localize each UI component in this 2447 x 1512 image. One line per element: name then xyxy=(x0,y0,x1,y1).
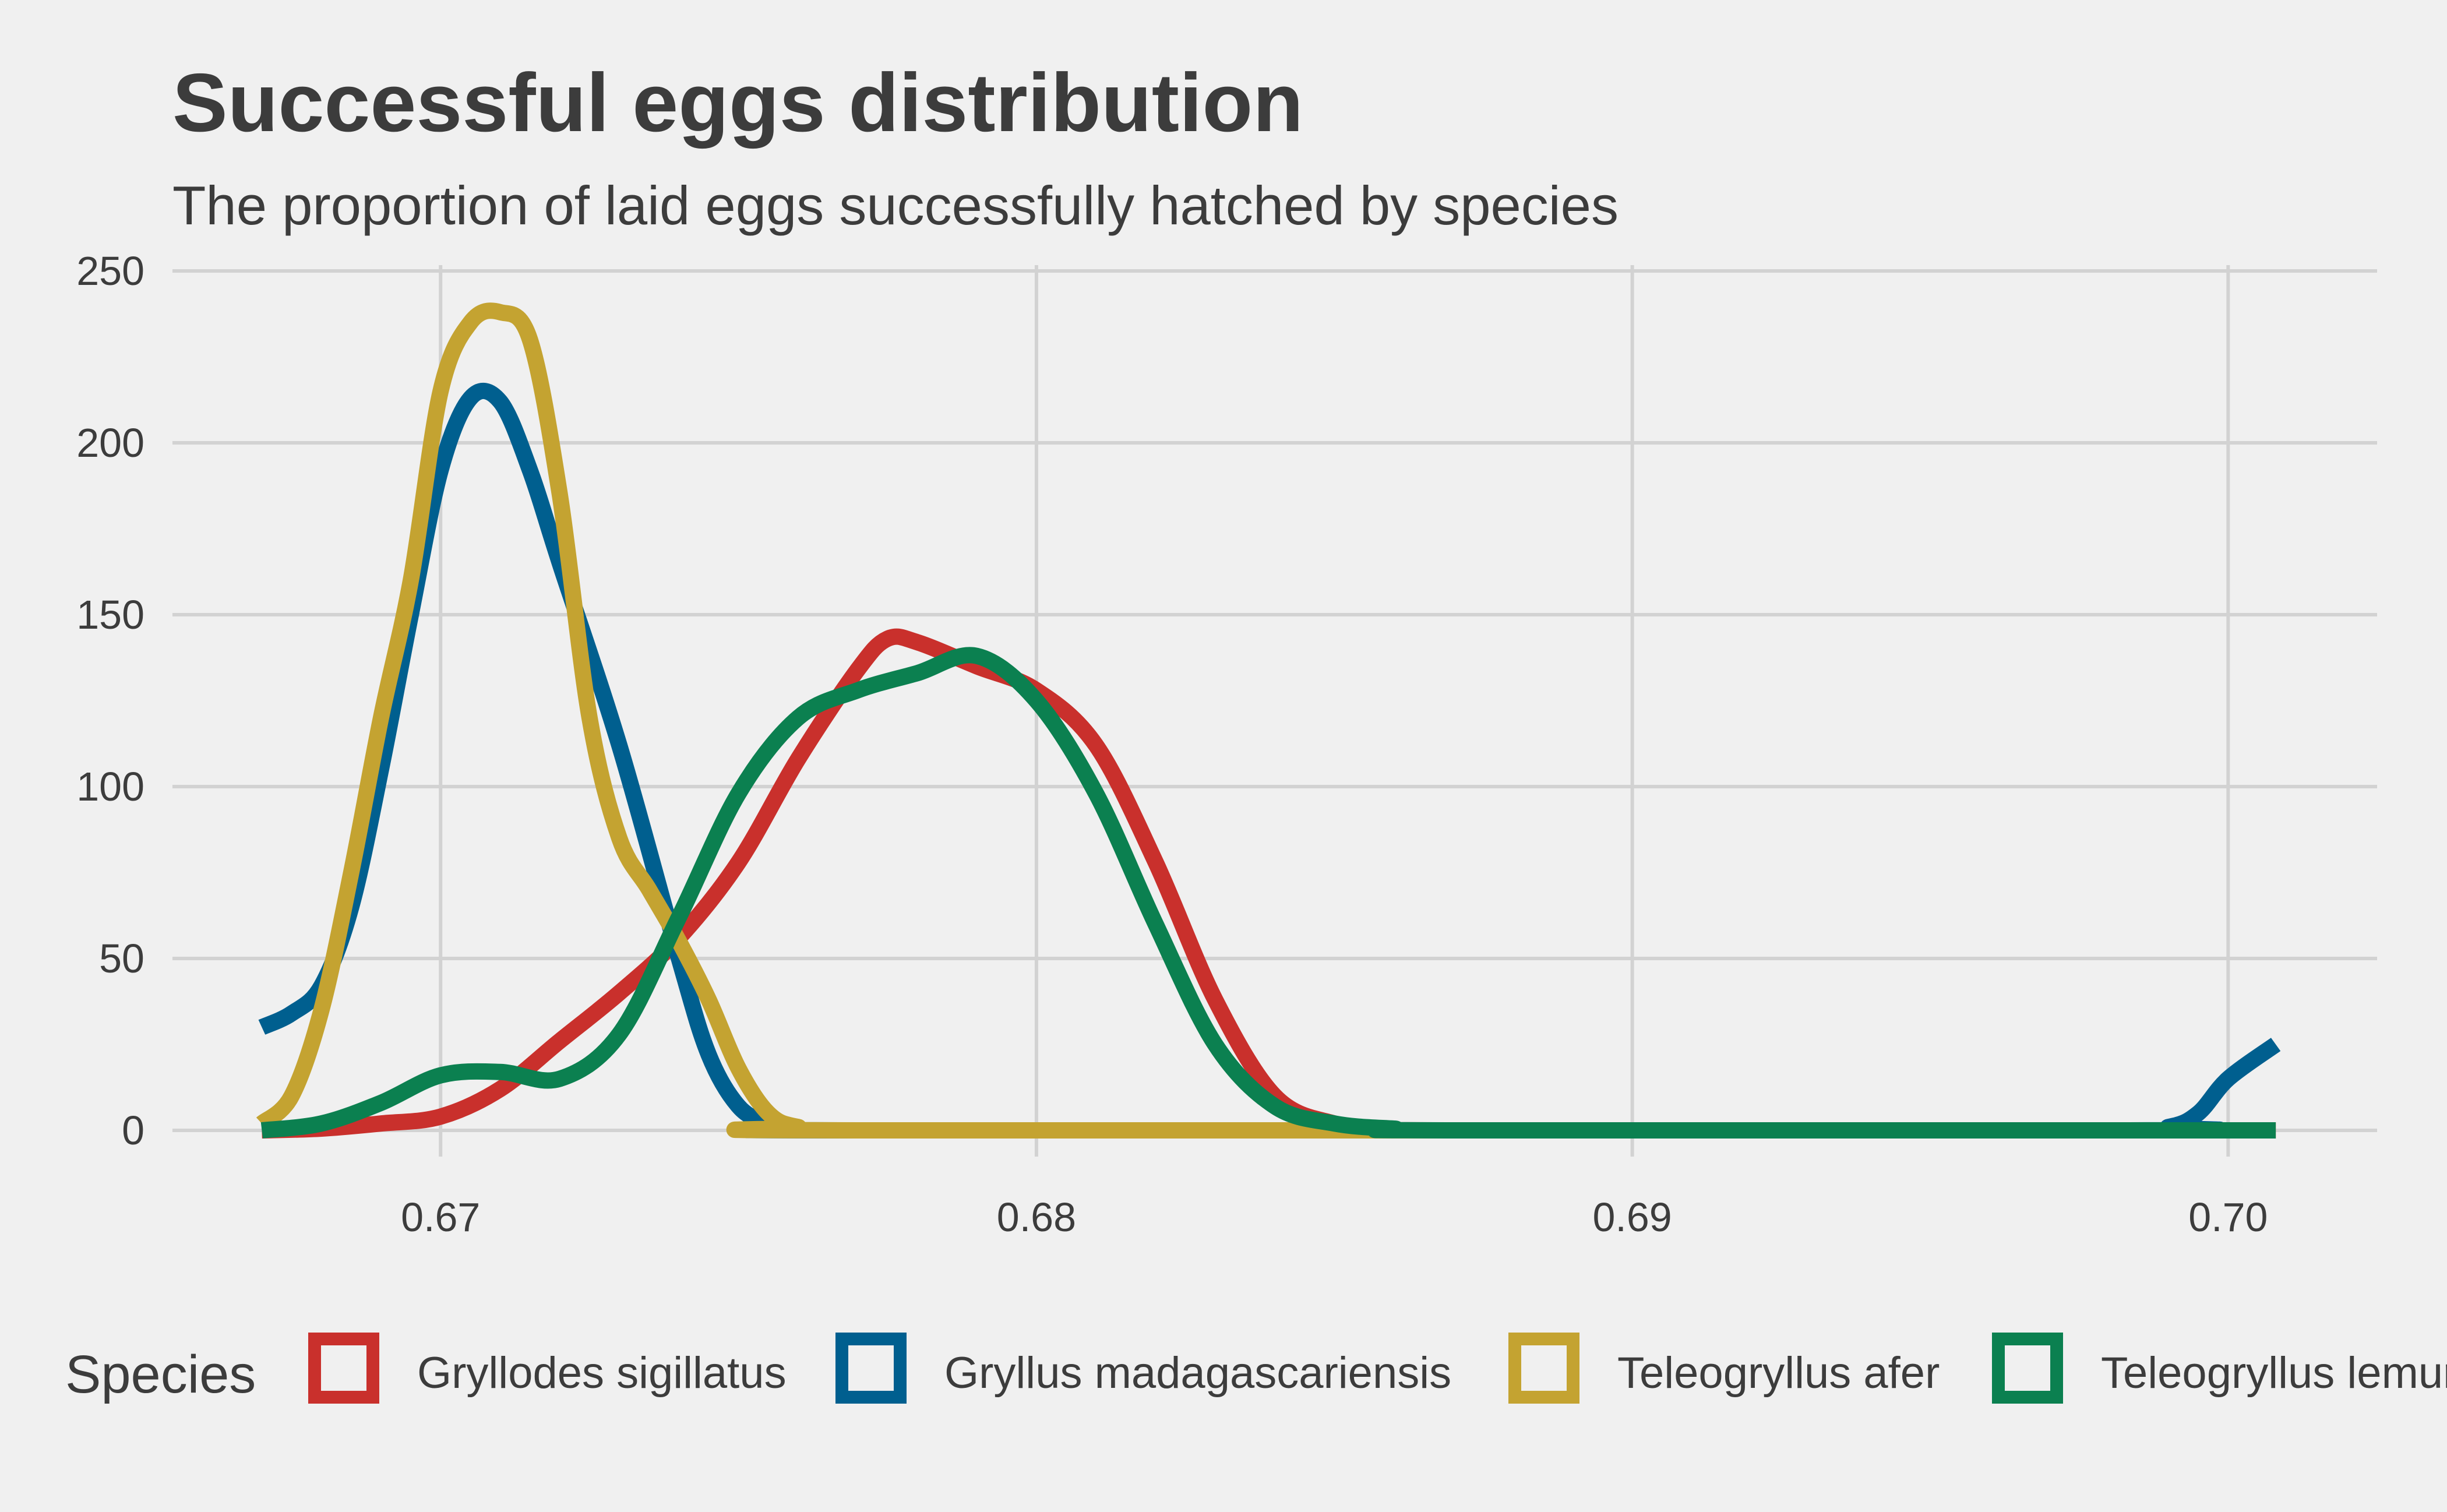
legend-title: Species xyxy=(65,1345,256,1404)
y-tick-label: 50 xyxy=(99,936,144,981)
y-tick-label: 250 xyxy=(76,248,144,294)
y-tick-label: 100 xyxy=(76,764,144,809)
legend-swatch xyxy=(835,1333,907,1404)
y-axis-ticks: 0 50 100 150 200 250 xyxy=(76,248,144,1153)
density-line-4 xyxy=(260,647,2276,1139)
x-tick-label: 0.70 xyxy=(2188,1194,2268,1240)
legend-swatch xyxy=(308,1333,379,1404)
legend-label: Gryllodes sigillatus xyxy=(417,1348,787,1398)
chart-subtitle: The proportion of laid eggs successfully… xyxy=(172,175,1619,236)
x-axis-ticks: 0.67 0.68 0.69 0.70 xyxy=(401,1194,2268,1240)
density-lines xyxy=(256,302,2281,1139)
y-tick-label: 150 xyxy=(76,592,144,637)
legend-swatch xyxy=(1508,1333,1579,1404)
x-tick-label: 0.68 xyxy=(997,1194,1076,1240)
legend-label: Gryllus madagascariensis xyxy=(944,1348,1451,1398)
y-tick-label: 0 xyxy=(122,1108,144,1153)
legend-label: Teleogryllus afer xyxy=(1617,1348,1940,1398)
legend-swatch xyxy=(1992,1333,2063,1404)
legend-label: Teleogryllus lemur xyxy=(2101,1348,2447,1398)
density-line-3 xyxy=(256,302,2276,1139)
legend: Species Gryllodes sigillatus Gryllus mada… xyxy=(65,1333,2447,1404)
x-tick-label: 0.69 xyxy=(1592,1194,1672,1240)
y-tick-label: 200 xyxy=(76,420,144,466)
density-line-1 xyxy=(261,628,2276,1139)
chart-title: Successful eggs distribution xyxy=(172,57,1303,149)
x-tick-label: 0.67 xyxy=(401,1194,480,1240)
